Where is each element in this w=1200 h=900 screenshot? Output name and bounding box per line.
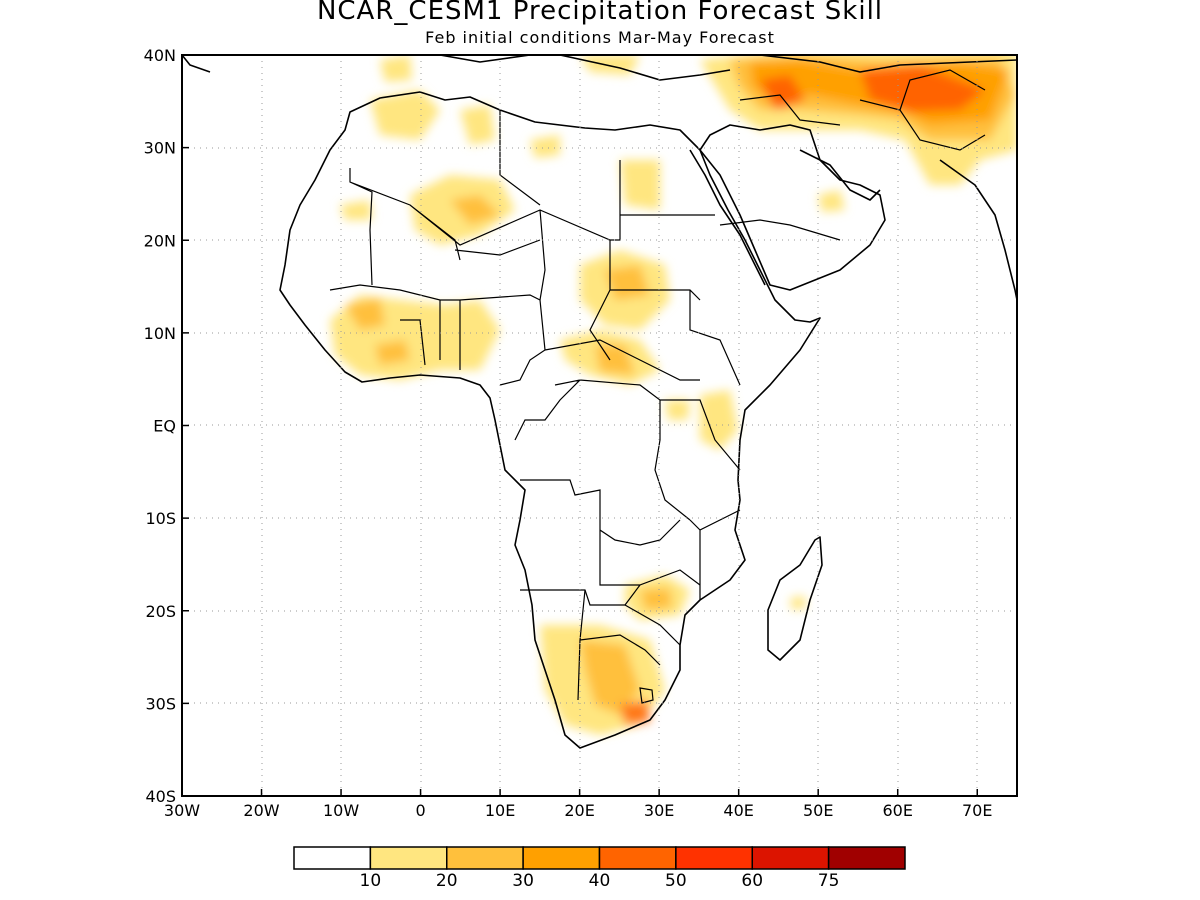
lon-tick-label: 10W [323, 801, 359, 820]
lat-tick-label: 10N [144, 324, 176, 343]
arabia-coastline [699, 124, 886, 291]
legend-label: 75 [818, 871, 840, 891]
lon-tick-label: 50E [803, 801, 833, 820]
lon-tick-label: 30W [164, 801, 200, 820]
lat-tick-label: 10S [145, 509, 176, 528]
lon-tick-label: 10E [485, 801, 515, 820]
legend-label: 50 [665, 871, 687, 891]
lon-tick-label: 30E [644, 801, 674, 820]
legend-label: 10 [360, 871, 382, 891]
lon-tick-label: 20E [564, 801, 594, 820]
map-subtitle: Feb initial conditions Mar-May Forecast [425, 28, 775, 47]
skill-shading [330, 55, 1017, 735]
country-borders [329, 69, 986, 704]
legend-label: 60 [741, 871, 763, 891]
lat-tick-label: 40N [144, 46, 176, 65]
lon-tick-label: 70E [962, 801, 992, 820]
legend-swatch [369, 846, 448, 870]
mediterranean-north-coast [182, 55, 1017, 81]
coastlines [182, 55, 1017, 749]
longitude-axis: 30W 20W 10W 0 10E 20E 30E 40E 50E 60E 70E [164, 789, 992, 820]
lon-tick-label: 40E [723, 801, 753, 820]
madagascar-coastline [767, 536, 823, 661]
legend-swatch [522, 846, 601, 870]
lat-tick-label: EQ [153, 417, 176, 436]
lat-tick-label: 20S [145, 602, 176, 621]
lat-tick-label: 30N [144, 139, 176, 158]
lat-tick-label: 20N [144, 231, 176, 250]
legend-swatch [827, 846, 906, 870]
latitude-axis: 40N 30N 20N 10N EQ 10S 20S 30S 40S [144, 46, 189, 806]
color-legend: 10 20 30 40 50 60 75 [293, 846, 906, 891]
india-coastline [939, 159, 1017, 301]
legend-swatch [446, 846, 524, 870]
legend-swatch [751, 846, 830, 870]
legend-label: 20 [436, 871, 458, 891]
skill-region-west-africa-core [345, 298, 385, 330]
legend-swatch [675, 846, 753, 870]
lon-tick-label: 0 [415, 801, 425, 820]
legend-swatch [293, 846, 372, 870]
map-title: NCAR_CESM1 Precipitation Forecast Skill [316, 0, 884, 26]
persian-gulf [799, 149, 881, 201]
lon-tick-label: 20W [243, 801, 279, 820]
legend-swatch [598, 846, 677, 870]
skill-region-east-africa [700, 390, 738, 450]
lat-tick-label: 30S [145, 694, 176, 713]
lat-tick-label: 40S [145, 787, 176, 806]
legend-label: 40 [589, 871, 611, 891]
legend-label: 30 [512, 871, 534, 891]
red-sea [689, 149, 766, 286]
map-plot-area [182, 55, 1017, 796]
lon-tick-label: 60E [882, 801, 912, 820]
